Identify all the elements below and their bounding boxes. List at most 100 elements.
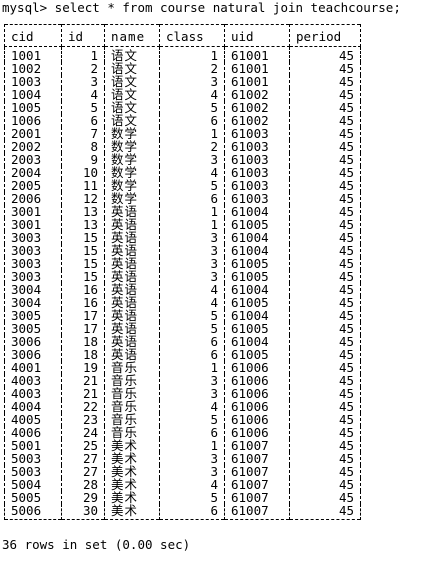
cell-id: 8 [61, 140, 105, 153]
cell-period: 45 [289, 296, 361, 309]
column-header-period: period [289, 24, 361, 47]
cell-cid: 3001 [4, 218, 62, 231]
table-row: 3006 18 英语 6 61004 45 [4, 335, 361, 348]
cell-name: 数学 [104, 166, 160, 179]
table-row: 2003 9 数学 3 61003 45 [4, 153, 361, 166]
cell-cid: 4003 [4, 387, 62, 400]
cell-cid: 4005 [4, 413, 62, 426]
cell-name: 数学 [104, 140, 160, 153]
cell-name: 美术 [104, 465, 160, 478]
table-row: 1003 3 语文 3 61001 45 [4, 75, 361, 88]
cell-cid: 1004 [4, 88, 62, 101]
cell-id: 2 [61, 62, 105, 75]
cell-period: 45 [289, 426, 361, 439]
table-row: 3003 15 英语 3 61005 45 [4, 257, 361, 270]
table-row: 1004 4 语文 4 61002 45 [4, 88, 361, 101]
cell-id: 27 [61, 452, 105, 465]
cell-name: 数学 [104, 192, 160, 205]
cell-cid: 5005 [4, 491, 62, 504]
cell-cid: 2001 [4, 127, 62, 140]
cell-id: 12 [61, 192, 105, 205]
cell-uid: 61007 [224, 491, 290, 504]
table-row: 3005 17 英语 5 61004 45 [4, 309, 361, 322]
table-row: 4003 21 音乐 3 61006 45 [4, 387, 361, 400]
cell-name: 英语 [104, 283, 160, 296]
cell-uid: 61003 [224, 192, 290, 205]
cell-period: 45 [289, 179, 361, 192]
cell-period: 45 [289, 244, 361, 257]
column-header-uid: uid [224, 24, 290, 47]
cell-uid: 61004 [224, 283, 290, 296]
cell-id: 11 [61, 179, 105, 192]
cell-name: 语文 [104, 62, 160, 75]
cell-id: 15 [61, 231, 105, 244]
cell-cid: 5001 [4, 439, 62, 452]
cell-uid: 61004 [224, 309, 290, 322]
cell-period: 45 [289, 504, 361, 520]
cell-uid: 61002 [224, 88, 290, 101]
table-row: 3004 16 英语 4 61005 45 [4, 296, 361, 309]
cell-cid: 5006 [4, 504, 62, 520]
cell-period: 45 [289, 46, 361, 62]
command-line: mysql> select * from course natural join… [2, 0, 401, 15]
cell-name: 美术 [104, 439, 160, 452]
column-header-name: name [104, 24, 160, 47]
cell-uid: 61004 [224, 244, 290, 257]
cell-name: 语文 [104, 88, 160, 101]
table-row: 4006 24 音乐 6 61006 45 [4, 426, 361, 439]
cell-uid: 61006 [224, 413, 290, 426]
table-row: 5005 29 美术 5 61007 45 [4, 491, 361, 504]
cell-cid: 4006 [4, 426, 62, 439]
cell-period: 45 [289, 114, 361, 127]
cell-cid: 3004 [4, 296, 62, 309]
cell-id: 18 [61, 348, 105, 361]
column-header-id: id [61, 24, 105, 47]
cell-cid: 3006 [4, 348, 62, 361]
cell-uid: 61004 [224, 205, 290, 218]
cell-uid: 61005 [224, 348, 290, 361]
cell-name: 英语 [104, 218, 160, 231]
table-row: 3003 15 英语 3 61005 45 [4, 270, 361, 283]
cell-name: 英语 [104, 205, 160, 218]
cell-period: 45 [289, 361, 361, 374]
table-row: 2005 11 数学 5 61003 45 [4, 179, 361, 192]
cell-period: 45 [289, 465, 361, 478]
cell-uid: 61001 [224, 62, 290, 75]
cell-name: 英语 [104, 270, 160, 283]
table-row: 5006 30 美术 6 61007 45 [4, 504, 361, 520]
cell-uid: 61007 [224, 478, 290, 491]
table-row: 2002 8 数学 2 61003 45 [4, 140, 361, 153]
cell-id: 13 [61, 205, 105, 218]
cell-cid: 3003 [4, 270, 62, 283]
cell-name: 音乐 [104, 413, 160, 426]
cell-uid: 61003 [224, 153, 290, 166]
cell-class: 1 [159, 46, 225, 62]
cell-id: 4 [61, 88, 105, 101]
header-row: cid id name class uid period [4, 24, 361, 47]
cell-uid: 61002 [224, 101, 290, 114]
cell-name: 美术 [104, 504, 160, 520]
cell-uid: 61003 [224, 127, 290, 140]
table-body: 1001 1 语文 1 61001 45 1002 2 语文 2 61001 45 1003 3 语文 3 61… [4, 46, 361, 520]
cell-cid: 1003 [4, 75, 62, 88]
cell-cid: 1001 [4, 46, 62, 62]
cell-class: 6 [159, 504, 225, 520]
cell-id: 30 [61, 504, 105, 520]
cell-period: 45 [289, 374, 361, 387]
table-row: 2006 12 数学 6 61003 45 [4, 192, 361, 205]
cell-name: 数学 [104, 127, 160, 140]
table-row: 5003 27 美术 3 61007 45 [4, 465, 361, 478]
cell-id: 7 [61, 127, 105, 140]
cell-period: 45 [289, 205, 361, 218]
cell-period: 45 [289, 218, 361, 231]
cell-cid: 4004 [4, 400, 62, 413]
cell-cid: 2004 [4, 166, 62, 179]
cell-period: 45 [289, 166, 361, 179]
cell-period: 45 [289, 283, 361, 296]
cell-period: 45 [289, 270, 361, 283]
cell-period: 45 [289, 491, 361, 504]
table-row: 5001 25 美术 1 61007 45 [4, 439, 361, 452]
cell-cid: 4001 [4, 361, 62, 374]
cell-period: 45 [289, 387, 361, 400]
